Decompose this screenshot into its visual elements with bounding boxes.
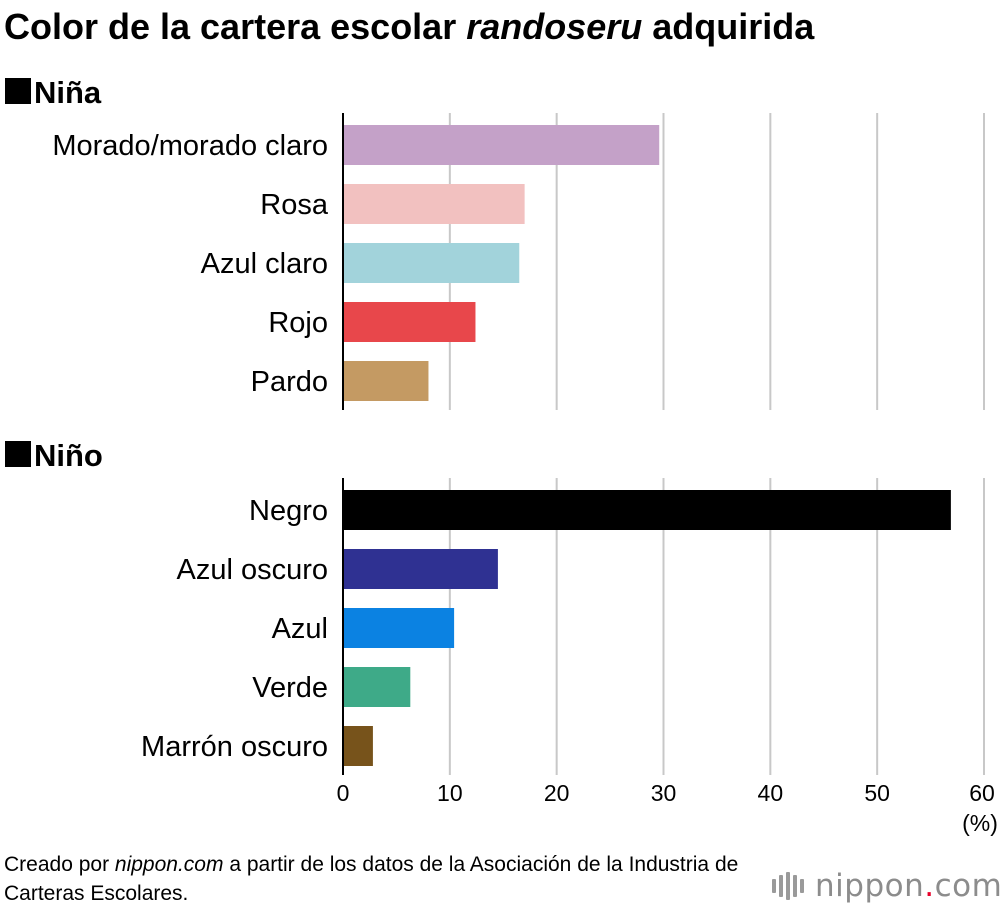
x-tick-label: 60 <box>969 780 995 806</box>
category-label: Pardo <box>251 366 328 398</box>
bar <box>343 726 373 766</box>
x-tick-label: 50 <box>864 780 890 806</box>
logo-text: nippon <box>815 868 925 904</box>
x-tick-label: 40 <box>758 780 784 806</box>
bar <box>343 549 498 589</box>
bar <box>343 125 660 165</box>
section-square-icon <box>5 441 31 467</box>
nippon-logo: nippon.com <box>772 866 1000 906</box>
category-labels: Morado/morado claro Rosa Azul claro Rojo Par… <box>52 130 329 763</box>
category-label: Morado/morado claro <box>52 130 328 162</box>
x-axis-unit-label: (%) <box>962 810 998 836</box>
logo-dot: . <box>924 868 935 904</box>
section-header-nino: Niño <box>5 438 103 473</box>
section-square-icon <box>5 78 31 104</box>
category-label: Azul <box>272 613 328 645</box>
category-label: Marrón oscuro <box>141 731 328 763</box>
chart: Color de la cartera escolar randoseru ad… <box>4 6 998 836</box>
x-tick-labels: 0 10 20 30 40 50 60 <box>337 780 995 806</box>
section-label-nino: Niño <box>34 438 103 473</box>
gridlines <box>448 113 985 775</box>
x-tick-label: 10 <box>437 780 463 806</box>
logo-bars-icon <box>772 872 807 900</box>
logo-suffix: com <box>934 868 1000 904</box>
section-label-nina: Niña <box>34 75 102 110</box>
x-tick-label: 20 <box>544 780 570 806</box>
bar <box>343 184 525 224</box>
bars <box>343 125 951 766</box>
section-header-nina: Niña <box>5 75 102 110</box>
x-tick-label: 30 <box>651 780 677 806</box>
bar <box>343 667 411 707</box>
chart-title: Color de la cartera escolar randoseru ad… <box>4 6 815 47</box>
bar <box>343 302 476 342</box>
category-label: Rojo <box>268 307 328 339</box>
category-label: Rosa <box>260 189 329 221</box>
category-label: Azul claro <box>201 248 328 280</box>
bar <box>343 490 951 530</box>
bar <box>343 243 520 283</box>
category-label: Negro <box>249 495 328 527</box>
source-note: Creado por nippon.com a partir de los da… <box>4 853 739 905</box>
x-tick-label: 0 <box>337 780 350 806</box>
category-label: Azul oscuro <box>176 554 328 586</box>
bar <box>343 361 429 401</box>
bar <box>343 608 455 648</box>
category-label: Verde <box>252 672 328 704</box>
